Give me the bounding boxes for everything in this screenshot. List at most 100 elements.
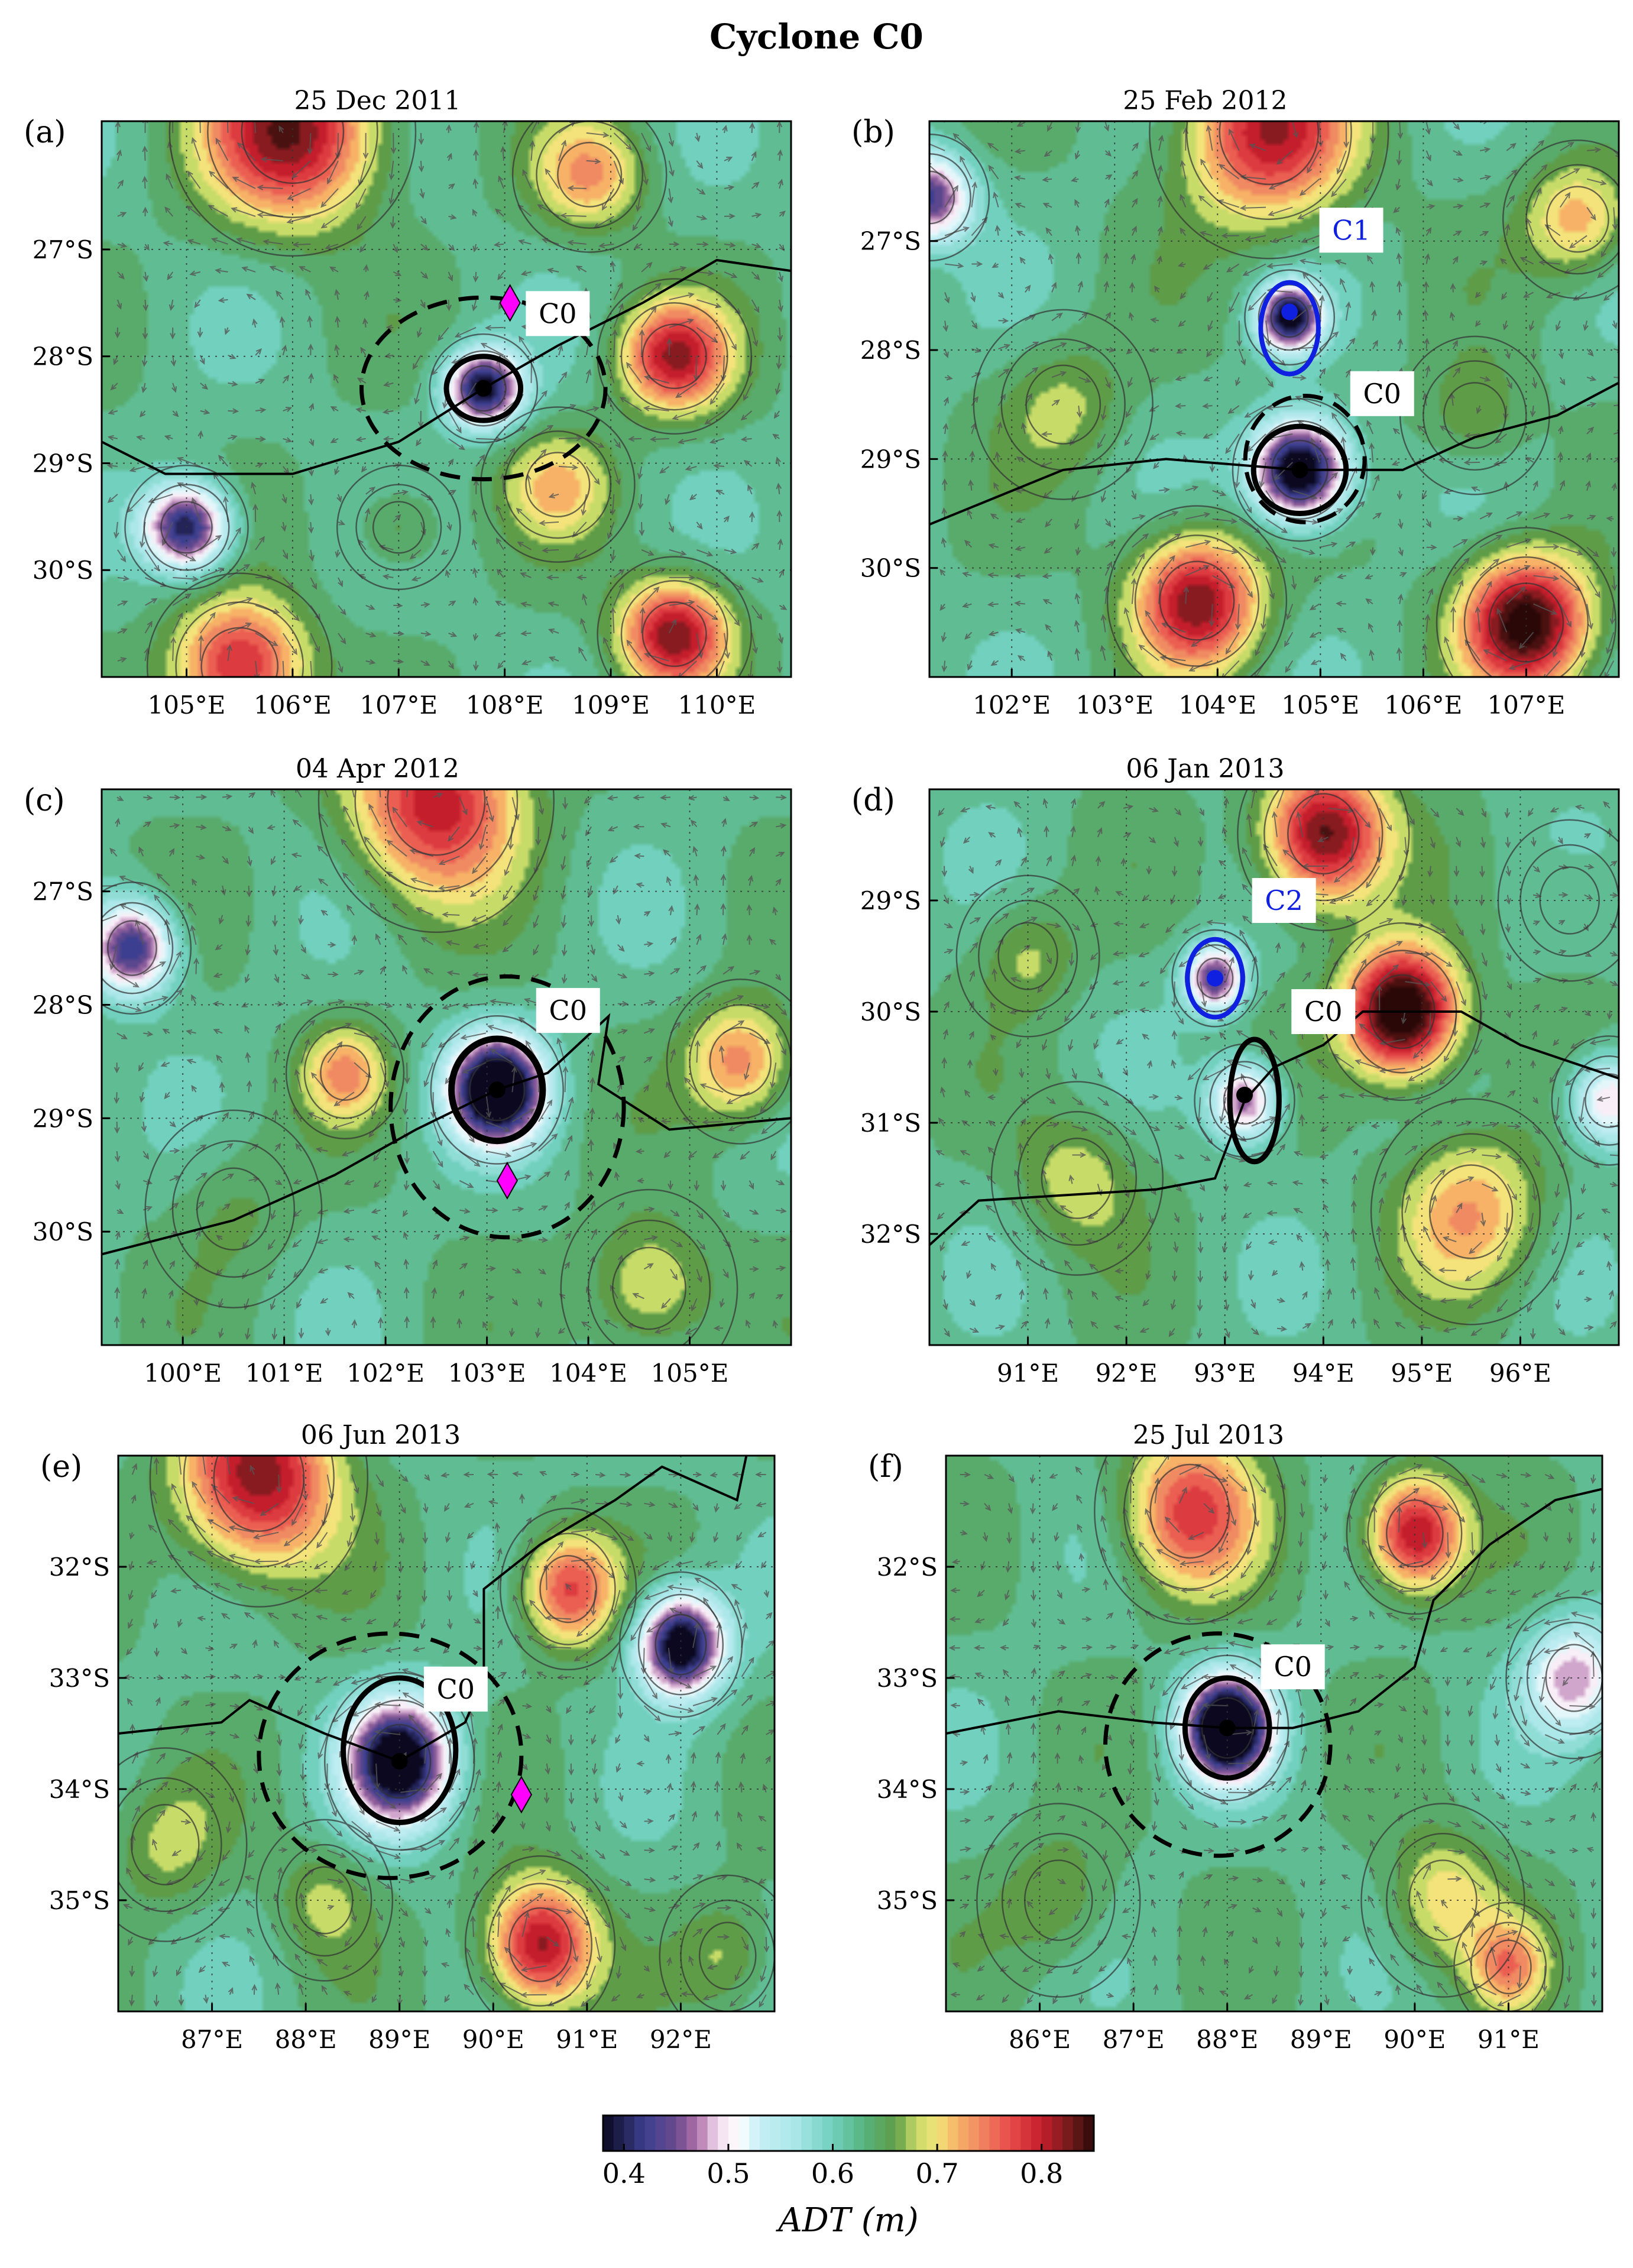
panels: C0 105°E 106°E 107°E 108°E 109°E 110°E 27°S 28°S…	[24, 86, 1620, 2054]
velocity-arrows	[934, 789, 1619, 1340]
x-tick-label: 102°E	[973, 691, 1051, 720]
colorbar-bin	[624, 2115, 635, 2151]
eddy-label: C0	[1261, 1644, 1325, 1690]
colorbar-bin	[749, 2115, 760, 2151]
x-tick-label: 92°E	[650, 2025, 712, 2054]
y-tick-label: 33°S	[877, 1664, 938, 1693]
colorbar-bin	[634, 2115, 646, 2151]
panel-date: 25 Dec 2011	[294, 86, 461, 116]
eddy-center-marker	[1236, 1087, 1253, 1103]
outer-eddy-contour	[359, 295, 608, 482]
eddy-contour	[1227, 1036, 1282, 1165]
outer-eddy-contour	[257, 1631, 524, 1880]
panel-frame	[928, 788, 1620, 1346]
y-tick-label: 27°S	[33, 877, 93, 906]
colorbar-bin	[1020, 2115, 1032, 2151]
x-tick-label: 95°E	[1391, 1359, 1453, 1388]
x-tick-label: 87°E	[181, 2025, 243, 2054]
eddy-label: C0	[526, 291, 590, 336]
colorbar-bin	[655, 2115, 666, 2151]
eddy-contour	[341, 1675, 459, 1825]
y-tick-label: 29°S	[860, 886, 921, 915]
panel-letter: (a)	[24, 115, 66, 150]
x-tick-label: 104°E	[1178, 691, 1256, 720]
eddy-contour	[1185, 937, 1245, 1020]
eddy-contour	[1250, 423, 1349, 517]
colorbar-bin	[707, 2115, 719, 2151]
adt-contours	[102, 789, 791, 1345]
colorbar-bin	[1083, 2115, 1094, 2151]
eddy-center-marker	[1291, 461, 1308, 478]
panel-date: 06 Jun 2013	[301, 1420, 461, 1450]
colorbar-bin	[843, 2115, 854, 2151]
colorbar-bin	[1031, 2115, 1042, 2151]
x-tick-label: 107°E	[1487, 691, 1565, 720]
velocity-arrows	[102, 789, 788, 1340]
panel-frame	[101, 120, 792, 678]
colorbar-bin	[676, 2115, 688, 2151]
colorbar-bin	[822, 2115, 834, 2151]
y-tick-label: 28°S	[33, 342, 93, 371]
x-tick-label: 106°E	[1384, 691, 1462, 720]
eddy-contour	[448, 1035, 546, 1145]
panel-a: C0 105°E 106°E 107°E 108°E 109°E 110°E 27°S 28°S…	[24, 86, 792, 720]
colorbar-bin	[780, 2115, 792, 2151]
panel-e: C0 87°E 88°E 89°E 90°E 91°E 92°E 32°S 33°S 34°S 35…	[40, 1420, 776, 2054]
y-tick-label: 30°S	[33, 1217, 93, 1246]
y-tick-label: 29°S	[33, 1104, 93, 1133]
y-tick-label: 35°S	[877, 1886, 938, 1915]
y-tick-label: 30°S	[33, 556, 93, 585]
velocity-arrows	[122, 1456, 775, 2008]
eddy-track	[946, 1488, 1602, 1735]
x-tick-label: 104°E	[549, 1359, 627, 1388]
panel-date: 25 Jul 2013	[1133, 1420, 1284, 1450]
adt-field	[102, 789, 791, 1345]
diamond-marker	[499, 284, 521, 322]
velocity-arrows	[948, 1456, 1602, 2011]
x-tick-label: 107°E	[359, 691, 438, 720]
colorbar-bin	[1073, 2115, 1084, 2151]
panel-f: C0 86°E 87°E 88°E 89°E 90°E 91°E 32°S 33°S 34°S 35…	[868, 1420, 1603, 2054]
colorbar-bin	[947, 2115, 959, 2151]
adt-contours	[124, 121, 752, 677]
outer-eddy-contour	[1103, 1631, 1333, 1858]
colorbar-bin	[812, 2115, 823, 2151]
eddy-contour	[1258, 280, 1321, 377]
x-tick-label: 92°E	[1096, 1359, 1158, 1388]
eddy-label-text: C0	[1363, 378, 1401, 410]
eddy-label: C1	[1319, 208, 1383, 253]
panel-date: 06 Jan 2013	[1126, 754, 1284, 784]
panel-d: C2 C0 91°E 92°E 93°E 94°E 95°E 96°E 29°S 30°S 31°S…	[851, 754, 1620, 1388]
panel-frame	[928, 120, 1620, 678]
colorbar-bin	[696, 2115, 708, 2151]
colorbar-tick-label: 0.6	[811, 2157, 854, 2189]
colorbar-bin	[603, 2115, 614, 2151]
colorbar-bin	[916, 2115, 928, 2151]
x-tick-label: 103°E	[448, 1359, 526, 1388]
colorbar-bin	[686, 2115, 698, 2151]
x-tick-label: 91°E	[1478, 2025, 1540, 2054]
x-tick-label: 109°E	[572, 691, 650, 720]
y-tick-label: 32°S	[877, 1553, 938, 1582]
colorbar-bin	[1000, 2115, 1011, 2151]
colorbar-bin	[989, 2115, 1000, 2151]
x-tick-label: 105°E	[651, 1359, 729, 1388]
outer-eddy-contour	[388, 974, 626, 1240]
x-tick-label: 88°E	[1196, 2025, 1258, 2054]
x-tick-label: 101°E	[245, 1359, 323, 1388]
colorbar-bin	[937, 2115, 948, 2151]
colorbar-tick-label: 0.7	[916, 2157, 959, 2189]
y-tick-label: 35°S	[49, 1886, 110, 1915]
eddy-label-text: C0	[539, 297, 576, 329]
x-tick-label: 108°E	[466, 691, 544, 720]
colorbar-bin	[978, 2115, 990, 2151]
x-tick-label: 100°E	[144, 1359, 222, 1388]
x-tick-label: 87°E	[1103, 2025, 1165, 2054]
eddy-label: C0	[1350, 371, 1414, 416]
x-tick-label: 91°E	[997, 1359, 1059, 1388]
x-tick-label: 94°E	[1292, 1359, 1355, 1388]
colorbar-bin	[864, 2115, 875, 2151]
x-tick-label: 88°E	[275, 2025, 337, 2054]
panel-frame	[101, 788, 792, 1346]
panel-frame	[945, 1454, 1603, 2013]
